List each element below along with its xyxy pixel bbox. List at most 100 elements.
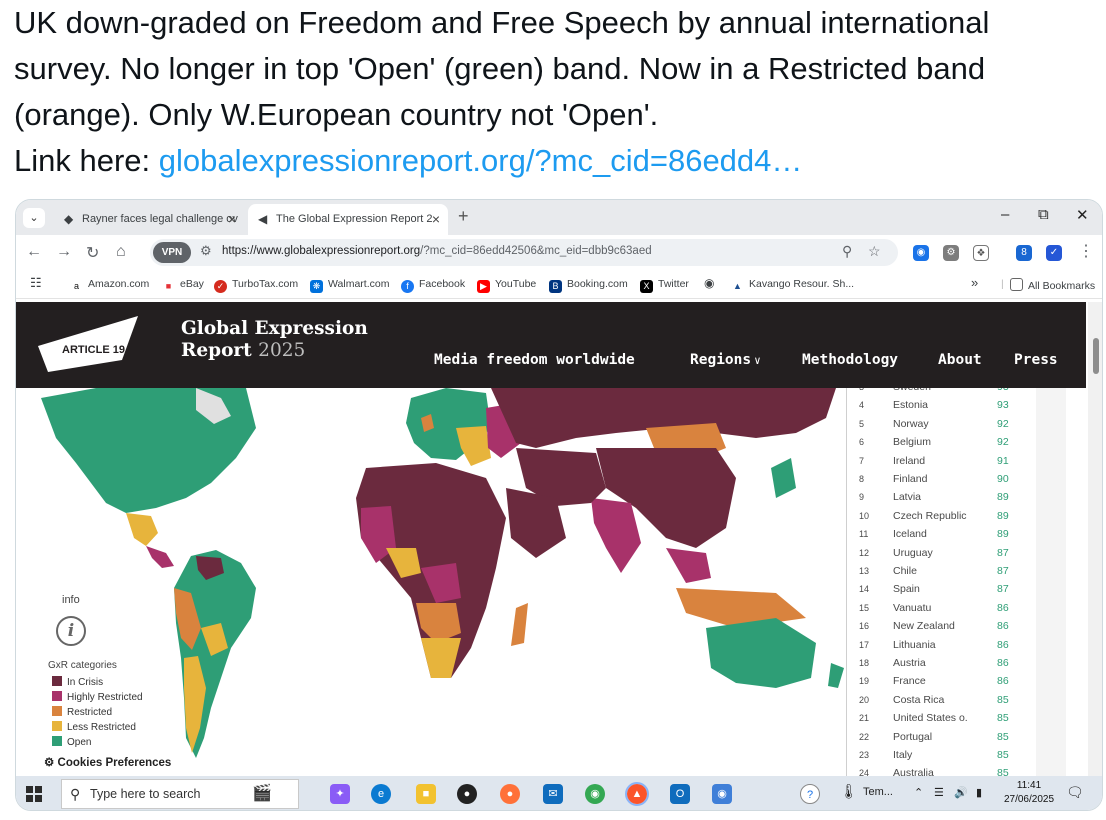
ranking-row[interactable]: 19 France 86 xyxy=(847,673,1036,691)
ranking-row[interactable]: 22 Portugal 85 xyxy=(847,729,1036,747)
article19-logo[interactable]: ARTICLE 19 xyxy=(38,316,150,374)
site-favicon-icon: ◀ xyxy=(258,212,268,226)
ranking-row[interactable]: 14 Spain 87 xyxy=(847,581,1036,599)
close-window-button[interactable]: ✕ xyxy=(1076,207,1089,224)
ranking-row[interactable]: 9 Latvia 89 xyxy=(847,489,1036,507)
browser-tab-active[interactable]: ◀ The Global Expression Report 2 × xyxy=(248,204,448,235)
ranking-row[interactable]: 13 Chile 87 xyxy=(847,563,1036,581)
copilot-icon[interactable]: ✦ xyxy=(330,784,350,804)
tweet-link[interactable]: globalexpressionreport.org/?mc_cid=86edd… xyxy=(158,143,803,178)
close-icon[interactable]: × xyxy=(227,211,236,227)
reload-icon[interactable]: ↻ xyxy=(86,245,100,262)
world-map[interactable] xyxy=(16,388,846,776)
bookmark-turbotax[interactable]: ✓ TurboTax.com xyxy=(214,278,298,293)
screenshot-image[interactable]: ⌄ ◆ Rayner faces legal challenge ov × ◀ … xyxy=(15,199,1103,811)
zoom-icon[interactable]: ⚲ xyxy=(842,243,853,259)
chrome-icon[interactable]: ◉ xyxy=(585,784,605,804)
bookmark-star-icon[interactable]: ☆ xyxy=(868,243,881,259)
mail-icon[interactable]: ✉ xyxy=(543,784,563,804)
bookmark-booking[interactable]: B Booking.com xyxy=(549,278,628,293)
bookmark-facebook[interactable]: f Facebook xyxy=(401,278,465,293)
edge-icon[interactable]: e xyxy=(371,784,391,804)
nav-media-freedom[interactable]: Media freedom worldwide xyxy=(434,352,635,368)
ranking-row[interactable]: 15 Vanuatu 86 xyxy=(847,600,1036,618)
notifications-icon[interactable]: 🗨 xyxy=(1066,784,1084,800)
ranking-row[interactable]: 21 United States o. 85 xyxy=(847,710,1036,728)
file-explorer-icon[interactable]: ■ xyxy=(416,784,436,804)
ranking-row[interactable]: 11 Iceland 89 xyxy=(847,526,1036,544)
all-bookmarks-button[interactable]: All Bookmarks xyxy=(1010,278,1095,292)
bookmark-walmart[interactable]: ❋ Walmart.com xyxy=(310,278,389,293)
apps-grid-icon[interactable]: ☷ xyxy=(30,275,42,290)
extension-gear-icon[interactable]: ⚙ xyxy=(943,245,959,261)
battery-icon[interactable]: ▮ xyxy=(976,787,983,799)
nav-press[interactable]: Press xyxy=(1014,352,1058,368)
cookies-preferences-button[interactable]: ⚙ Cookies Preferences xyxy=(40,754,176,770)
help-icon[interactable]: ? xyxy=(800,784,820,804)
taskbar-search-input[interactable]: ⚲ Type here to search 🎬 xyxy=(61,779,299,809)
bookmark-amazon[interactable]: a Amazon.com xyxy=(70,278,149,293)
globe-icon[interactable]: ◉ xyxy=(704,276,715,290)
ranking-row[interactable]: 18 Austria 86 xyxy=(847,655,1036,673)
browser-tab[interactable]: ◆ Rayner faces legal challenge ov × xyxy=(54,204,244,235)
brave-icon[interactable]: ▲ xyxy=(625,782,649,806)
vpn-badge[interactable]: VPN xyxy=(153,242,191,263)
profile-avatar-icon[interactable]: 8 xyxy=(1016,245,1032,261)
bookmark-youtube[interactable]: ▶ YouTube xyxy=(477,278,536,293)
bookmark-kavango[interactable]: ▲ Kavango Resour. Sh... xyxy=(731,278,854,293)
ranking-row[interactable]: 24 Australia 85 xyxy=(847,765,1036,776)
wifi-icon[interactable]: ☰ xyxy=(934,787,944,799)
chevron-down-icon[interactable]: ⌄ xyxy=(23,208,45,228)
ranking-row[interactable]: 16 New Zealand 86 xyxy=(847,618,1036,636)
info-icon[interactable]: i xyxy=(56,616,86,646)
site-settings-icon[interactable]: ⚙ xyxy=(200,243,212,258)
menu-dots-icon[interactable]: ⋮ xyxy=(1078,243,1094,260)
tab-title: Rayner faces legal challenge ov xyxy=(82,213,238,225)
forward-arrow-icon[interactable]: → xyxy=(56,243,72,260)
remote-desktop-icon[interactable]: ◉ xyxy=(712,784,732,804)
nav-methodology[interactable]: Methodology xyxy=(802,352,899,368)
angola-region xyxy=(416,603,461,643)
scrollbar-thumb[interactable] xyxy=(1093,338,1099,374)
minimize-button[interactable]: – xyxy=(1001,206,1010,223)
nav-regions[interactable]: Regions ∨ xyxy=(690,352,761,368)
ranking-row[interactable]: 8 Finland 90 xyxy=(847,471,1036,489)
ranking-row[interactable]: 3 Sweden 93 xyxy=(847,388,1036,397)
ranking-row[interactable]: 7 Ireland 91 xyxy=(847,453,1036,471)
extension-shield-icon[interactable]: ◉ xyxy=(913,245,929,261)
home-icon[interactable]: ⌂ xyxy=(116,243,126,260)
extensions-puzzle-icon[interactable]: ❖ xyxy=(973,245,989,261)
thermometer-icon[interactable]: 🌡 xyxy=(840,783,858,799)
url-text[interactable]: https://www.globalexpressionreport.org/?… xyxy=(222,245,652,257)
volume-icon[interactable]: 🔊 xyxy=(954,787,968,799)
bookmark-twitter[interactable]: X Twitter xyxy=(640,278,689,293)
bookmark-ebay[interactable]: ■ eBay xyxy=(162,278,204,293)
greenland-region xyxy=(196,388,231,424)
outlook-icon[interactable]: O xyxy=(670,784,690,804)
weather-label[interactable]: Tem... xyxy=(863,786,893,798)
nav-about[interactable]: About xyxy=(938,352,982,368)
site-brand[interactable]: Global Expression Report 2025 xyxy=(181,318,368,362)
ranking-row[interactable]: 6 Belgium 92 xyxy=(847,434,1036,452)
windows-start-icon[interactable] xyxy=(26,786,42,802)
address-bar[interactable]: VPN ⚙ https://www.globalexpressionreport… xyxy=(150,239,898,266)
firefox-icon[interactable]: ● xyxy=(500,784,520,804)
page-scrollbar[interactable] xyxy=(1088,302,1102,776)
obs-icon[interactable]: ● xyxy=(457,784,477,804)
extension-check-icon[interactable]: ✓ xyxy=(1046,245,1062,261)
ranking-row[interactable]: 4 Estonia 93 xyxy=(847,397,1036,415)
ranking-list[interactable]: 3 Sweden 93 4 Estonia 93 5 Norway 92 6 Belgium 92 7 I… xyxy=(846,388,1036,776)
system-clock[interactable]: 11:41 27/06/2025 xyxy=(999,779,1059,807)
ranking-row[interactable]: 12 Uruguay 87 xyxy=(847,545,1036,563)
ranking-row[interactable]: 5 Norway 92 xyxy=(847,416,1036,434)
show-hidden-icons-chevron-icon[interactable]: ⌃ xyxy=(914,787,924,799)
ranking-row[interactable]: 17 Lithuania 86 xyxy=(847,637,1036,655)
close-icon[interactable]: × xyxy=(431,211,440,227)
ranking-row[interactable]: 20 Costa Rica 85 xyxy=(847,692,1036,710)
bookmarks-overflow-button[interactable]: » xyxy=(971,275,979,290)
new-tab-button[interactable]: + xyxy=(458,206,469,226)
restore-button[interactable]: ⧉ xyxy=(1038,206,1049,223)
back-arrow-icon[interactable]: ← xyxy=(26,243,42,260)
ranking-row[interactable]: 23 Italy 85 xyxy=(847,747,1036,765)
ranking-row[interactable]: 10 Czech Republic 89 xyxy=(847,508,1036,526)
